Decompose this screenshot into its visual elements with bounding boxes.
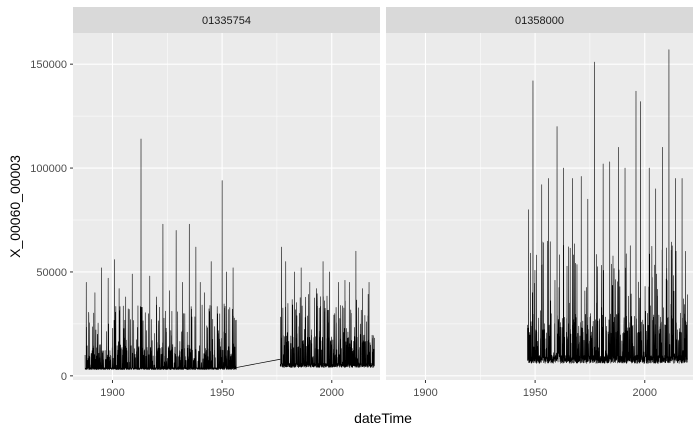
y-tick-label: 50000 — [36, 267, 67, 279]
x-tick-label: 2000 — [633, 387, 657, 399]
x-axis-ticks: 1900 1950 2000 — [413, 380, 657, 399]
panel-series — [84, 138, 375, 370]
x-axis-title: dateTime — [354, 410, 412, 426]
flow-series-line — [527, 49, 688, 364]
facet-strip-label: 01335754 — [202, 15, 251, 27]
panel-series — [527, 49, 688, 364]
y-axis-ticks: 0 50000 100000 150000 — [30, 59, 73, 383]
gap-connector-line — [236, 358, 281, 368]
x-tick-label: 1900 — [100, 387, 124, 399]
x-tick-label: 1900 — [413, 387, 437, 399]
y-tick-label: 150000 — [30, 59, 67, 71]
y-tick-label: 0 — [61, 371, 67, 383]
y-tick-label: 100000 — [30, 163, 67, 175]
facet-strip — [73, 7, 380, 33]
panel-right: 01358000 1900 1950 2000 — [386, 7, 693, 399]
x-tick-label: 1950 — [210, 387, 234, 399]
x-axis-ticks: 1900 1950 2000 — [100, 380, 344, 399]
x-tick-label: 2000 — [320, 387, 344, 399]
facet-strip-label: 01358000 — [515, 15, 564, 27]
panel-left: 01335754 1900 1950 2000 — [73, 7, 380, 399]
flow-series-line — [84, 138, 237, 370]
panel-background — [386, 33, 693, 380]
y-axis-title: X_00060_00003 — [7, 155, 23, 258]
facet-strip — [386, 7, 693, 33]
x-tick-label: 1950 — [523, 387, 547, 399]
flow-series-line — [279, 246, 375, 368]
